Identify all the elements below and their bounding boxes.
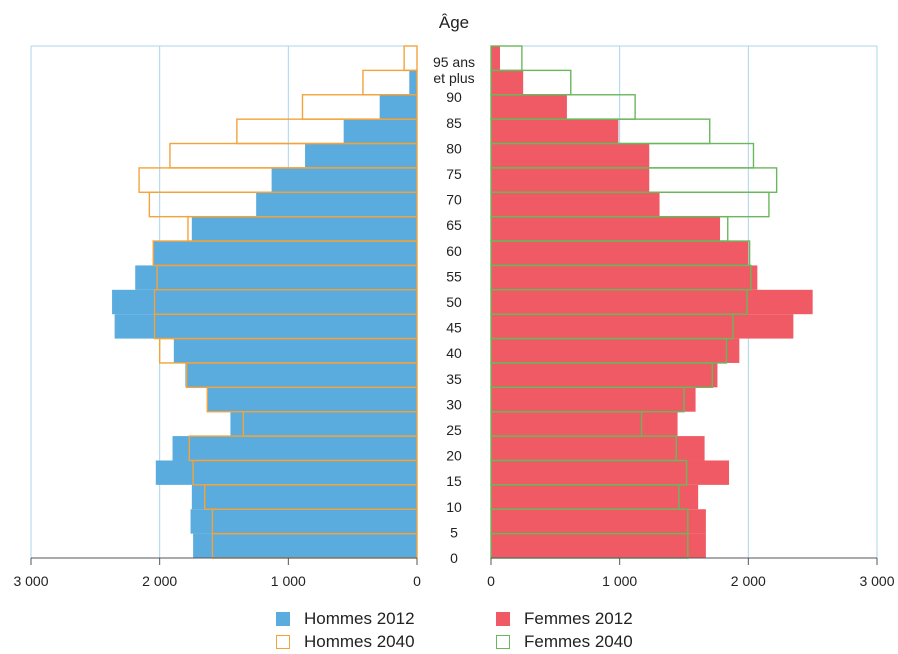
bar-femmes-2012-9 xyxy=(491,314,794,339)
legend-swatch-femmes-2040 xyxy=(496,635,510,649)
bar-hommes-2012-0 xyxy=(193,533,417,558)
legend-label-hommes-2040: Hommes 2040 xyxy=(304,632,415,651)
bar-hommes-2012-16 xyxy=(305,143,417,168)
outline-hommes-2040-20 xyxy=(403,45,418,72)
bar-hommes-2012-19 xyxy=(409,70,417,95)
legend: Hommes 2012 Hommes 2040 Femmes 2012 Femm… xyxy=(0,606,898,654)
age-tick-label: 55 xyxy=(446,268,462,284)
outline-femmes-2040-19 xyxy=(490,69,572,96)
age-tick-label: 65 xyxy=(446,217,462,233)
outline-bars xyxy=(138,45,778,559)
bar-hommes-2012-17 xyxy=(343,119,417,144)
bar-hommes-2012-3 xyxy=(155,460,417,485)
axes: 3 000 2 000 1 000 0 0 1 000 2 000 3 000 0 5 10 15 20… xyxy=(13,54,894,589)
bar-femmes-2012-18 xyxy=(491,94,567,120)
outline-hommes-2040-18 xyxy=(301,94,418,120)
bar-hommes-2012-5 xyxy=(230,411,417,437)
legend-label-femmes-2012: Femmes 2012 xyxy=(524,609,633,628)
outline-femmes-2040-20 xyxy=(490,45,523,72)
bar-hommes-2012-1 xyxy=(190,509,417,534)
left-x-tick-label: 2 000 xyxy=(142,573,177,589)
bar-hommes-2012-9 xyxy=(114,314,417,339)
bar-hommes-2012-2 xyxy=(191,484,417,510)
bar-femmes-2012-3 xyxy=(491,460,730,485)
bar-hommes-2012-4 xyxy=(172,436,417,461)
bar-hommes-2012-7 xyxy=(185,362,417,388)
bar-femmes-2012-12 xyxy=(491,241,749,266)
age-tick-label: 25 xyxy=(446,422,462,438)
age-tick-label: et plus xyxy=(433,70,474,86)
age-tick-label: 15 xyxy=(446,473,462,489)
age-tick-label: 85 xyxy=(446,115,462,131)
bar-femmes-2012-4 xyxy=(491,436,705,461)
legend-swatch-femmes-2012 xyxy=(496,612,510,626)
age-tick-label: 95 ans xyxy=(433,54,475,70)
age-tick-label: 90 xyxy=(446,89,462,105)
chart-title: Âge xyxy=(439,13,469,32)
bar-hommes-2012-14 xyxy=(256,192,417,217)
age-tick-label: 80 xyxy=(446,140,462,156)
right-x-tick-label: 2 000 xyxy=(731,573,766,589)
age-tick-label: 60 xyxy=(446,243,462,259)
bar-femmes-2012-19 xyxy=(491,70,524,95)
age-tick-label: 40 xyxy=(446,345,462,361)
bar-femmes-2012-20 xyxy=(491,46,501,71)
age-tick-label: 10 xyxy=(446,499,462,515)
bar-femmes-2012-17 xyxy=(491,119,619,144)
bar-femmes-2012-5 xyxy=(491,411,678,437)
bar-femmes-2012-11 xyxy=(491,265,758,290)
bar-hommes-2012-18 xyxy=(379,94,417,120)
outline-hommes-2040-19 xyxy=(362,69,418,96)
bar-femmes-2012-15 xyxy=(491,167,650,193)
bar-femmes-2012-8 xyxy=(491,338,740,363)
legend-femmes-2012: Femmes 2012 xyxy=(496,608,633,630)
age-tick-label: 20 xyxy=(446,448,462,464)
age-tick-label: 70 xyxy=(446,192,462,208)
bar-hommes-2012-6 xyxy=(207,387,417,412)
bar-femmes-2012-2 xyxy=(491,484,699,510)
left-x-tick-label: 0 xyxy=(413,573,421,589)
bar-femmes-2012-1 xyxy=(491,509,706,534)
bar-hommes-2012-10 xyxy=(112,289,417,315)
left-x-tick-label: 3 000 xyxy=(13,573,48,589)
age-tick-label: 30 xyxy=(446,396,462,412)
age-tick-label: 75 xyxy=(446,166,462,182)
bar-femmes-2012-14 xyxy=(491,192,660,217)
bar-hommes-2012-12 xyxy=(153,241,417,266)
bars xyxy=(112,46,813,558)
bar-hommes-2012-8 xyxy=(173,338,417,363)
age-tick-label: 45 xyxy=(446,320,462,336)
bar-hommes-2012-15 xyxy=(271,167,417,193)
age-tick-label: 35 xyxy=(446,371,462,387)
right-x-tick-label: 0 xyxy=(487,573,495,589)
bar-femmes-2012-13 xyxy=(491,216,721,242)
bar-femmes-2012-6 xyxy=(491,387,696,412)
legend-swatch-hommes-2040 xyxy=(276,635,290,649)
legend-label-hommes-2012: Hommes 2012 xyxy=(304,609,415,628)
legend-hommes-2012: Hommes 2012 xyxy=(276,608,415,630)
bar-femmes-2012-10 xyxy=(491,289,813,315)
population-pyramid-chart: 3 000 2 000 1 000 0 0 1 000 2 000 3 000 0 5 10 15 20… xyxy=(13,13,894,589)
age-tick-label: 0 xyxy=(450,550,458,566)
right-x-tick-label: 3 000 xyxy=(859,573,894,589)
bar-femmes-2012-7 xyxy=(491,362,718,388)
bar-hommes-2012-11 xyxy=(135,265,417,290)
legend-swatch-hommes-2012 xyxy=(276,612,290,626)
right-x-tick-label: 1 000 xyxy=(602,573,637,589)
legend-femmes-2040: Femmes 2040 xyxy=(496,631,633,653)
legend-hommes-2040: Hommes 2040 xyxy=(276,631,415,653)
bar-femmes-2012-0 xyxy=(491,533,706,558)
age-tick-label: 50 xyxy=(446,294,462,310)
legend-label-femmes-2040: Femmes 2040 xyxy=(524,632,633,651)
age-tick-label: 5 xyxy=(450,524,458,540)
left-x-tick-label: 1 000 xyxy=(271,573,306,589)
bar-hommes-2012-13 xyxy=(191,216,417,242)
bar-femmes-2012-16 xyxy=(491,143,650,168)
